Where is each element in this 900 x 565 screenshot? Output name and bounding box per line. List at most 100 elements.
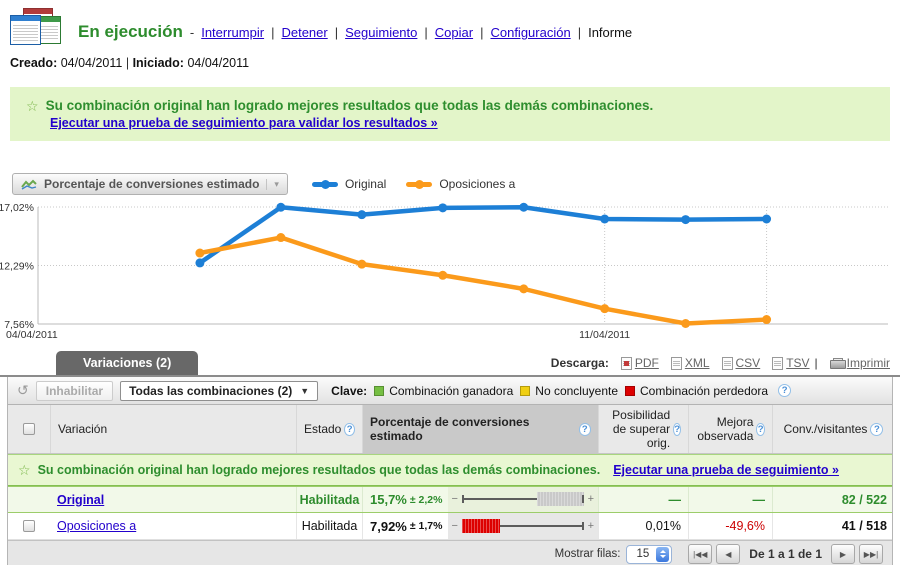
help-icon[interactable]: ? <box>673 422 681 436</box>
svg-text:17,02%: 17,02% <box>0 202 34 214</box>
tab-bar: Variaciones (2) Descarga: PDF XML CSV TS… <box>0 351 900 377</box>
col-improvement: Mejora observada? <box>688 405 772 453</box>
improvement-value: — <box>752 492 766 507</box>
started-date: 04/04/2011 <box>187 56 250 70</box>
key-loser: Combinación perdedora <box>625 384 768 398</box>
legend-line-icon <box>406 179 433 189</box>
conversions-value: 82 / 522 <box>841 492 887 507</box>
chart-legend: Original Oposiciones a <box>311 177 515 191</box>
key-label: Clave: <box>331 383 368 398</box>
link-detener[interactable]: Detener <box>281 25 328 40</box>
combinations-dropdown[interactable]: Todas las combinaciones (2) ▼ <box>120 380 319 401</box>
svg-text:11/04/2011: 11/04/2011 <box>579 329 630 341</box>
pdf-icon <box>620 356 632 370</box>
key-inconclusive: No concluyente <box>520 384 618 398</box>
status-badge: Habilitada <box>301 519 358 533</box>
link-configuracion[interactable]: Configuración <box>490 25 571 40</box>
first-page-button[interactable]: |◀◀ <box>688 544 713 564</box>
dash: - <box>189 25 195 40</box>
page-title: En ejecución <box>78 22 183 41</box>
chevron-down-icon: ▾ <box>266 178 279 190</box>
download-label: Descarga: <box>550 356 609 370</box>
link-copiar[interactable]: Copiar <box>434 25 474 40</box>
created-row: Creado: 04/04/2011 | Iniciado: 04/04/201… <box>10 56 250 70</box>
star-icon: ☆ <box>26 98 39 114</box>
tab-variaciones[interactable]: Variaciones (2) <box>56 351 199 375</box>
legend-label: Original <box>344 177 387 191</box>
print-link[interactable]: Imprimir <box>829 356 890 370</box>
rate-cell: 15,7% ± 2,2% − + <box>362 487 598 512</box>
rows-per-page-select[interactable]: 15 <box>626 544 673 564</box>
legend-line-icon <box>311 179 338 189</box>
link-seguimiento[interactable]: Seguimiento <box>345 25 418 40</box>
help-icon[interactable]: ? <box>344 422 355 436</box>
confidence-bar: − + <box>447 513 598 539</box>
link-interrumpir[interactable]: Interrumpir <box>201 25 265 40</box>
help-icon[interactable]: ? <box>870 422 884 436</box>
help-icon[interactable]: ? <box>578 422 591 436</box>
follow-up-test-link[interactable]: Ejecutar una prueba de seguimiento para … <box>50 116 438 130</box>
svg-text:04/04/2011: 04/04/2011 <box>6 329 58 341</box>
app-logo-icon <box>10 8 62 50</box>
current-page-label: Informe <box>588 25 633 40</box>
printer-icon <box>829 357 846 369</box>
disable-icon: ↺ <box>17 382 29 398</box>
confidence-interval-box <box>537 492 584 506</box>
table-footer: Mostrar filas: 15 |◀◀ ◀ De 1 a 1 de 1 ▶ … <box>8 540 892 565</box>
notice-message: Su combinación original han logrado mejo… <box>45 98 654 113</box>
table-row-oposiciones: Oposiciones a Habilitada 7,92% ± 1,7% − … <box>8 513 892 540</box>
confidence-interval-box <box>461 518 500 533</box>
variation-link-original[interactable]: Original <box>57 492 105 507</box>
metric-dropdown-label: Porcentaje de conversiones estimado <box>44 177 260 191</box>
table-row-original: Original Habilitada 15,7% ± 2,2% − + — —… <box>8 486 892 513</box>
chance-value: 0,01% <box>645 519 681 533</box>
improvement-value: -49,6% <box>725 519 765 533</box>
confidence-bar: − + <box>447 487 598 512</box>
zoom-in-icon[interactable]: + <box>587 493 594 505</box>
zoom-out-icon[interactable]: − <box>451 519 458 532</box>
help-icon[interactable]: ? <box>756 422 765 436</box>
star-icon: ☆ <box>18 462 31 478</box>
xml-icon <box>670 356 682 370</box>
page-range-text: De 1 a 1 de 1 <box>749 547 822 561</box>
variations-table: ↺ Inhabilitar Todas las combinaciones (2… <box>7 377 893 565</box>
metric-dropdown[interactable]: Porcentaje de conversiones estimado ▾ <box>12 173 288 195</box>
zoom-out-icon[interactable]: − <box>451 493 458 505</box>
download-pdf-link[interactable]: PDF <box>620 356 659 370</box>
csv-icon <box>721 356 733 370</box>
table-toolbar: ↺ Inhabilitar Todas las combinaciones (2… <box>8 377 892 405</box>
rate-margin: ± 1,7% <box>409 520 443 532</box>
run-follow-up-link[interactable]: Ejecutar una prueba de seguimiento » <box>613 463 839 477</box>
status-badge: Habilitada <box>299 492 360 507</box>
chart-metric-icon <box>21 179 37 190</box>
row-checkbox[interactable] <box>23 520 35 532</box>
download-csv-link[interactable]: CSV <box>721 356 760 370</box>
download-xml-link[interactable]: XML <box>670 356 710 370</box>
select-all-checkbox[interactable] <box>23 423 35 435</box>
col-chance: Posibilidad de superar orig.? <box>598 405 688 453</box>
next-page-button[interactable]: ▶ <box>831 544 855 564</box>
download-tsv-link[interactable]: TSV <box>772 356 810 370</box>
help-icon[interactable]: ? <box>778 384 792 397</box>
variation-link-oposiciones[interactable]: Oposiciones a <box>57 519 137 533</box>
legend-item[interactable]: Oposiciones a <box>406 177 515 191</box>
stepper-icon <box>656 546 670 562</box>
header: En ejecución - Interrumpir | Detener | S… <box>0 0 900 50</box>
svg-text:7,56%: 7,56% <box>4 319 34 331</box>
table-header-row: Variación Estado? Porcentaje de conversi… <box>8 405 892 454</box>
table-message-row: ☆ Su combinación original han logrado me… <box>8 454 892 486</box>
loser-swatch-icon <box>625 385 635 396</box>
svg-text:12,29%: 12,29% <box>0 261 34 273</box>
chance-value: — <box>668 492 682 507</box>
rate-value: 15,7% <box>370 492 407 507</box>
prev-page-button[interactable]: ◀ <box>716 544 741 564</box>
col-status: Estado? <box>296 405 362 453</box>
chevron-down-icon: ▼ <box>300 385 310 396</box>
col-rate: Porcentaje de conversiones estimado? <box>362 405 598 453</box>
zoom-in-icon[interactable]: + <box>587 519 594 532</box>
winner-swatch-icon <box>374 385 385 396</box>
last-page-button[interactable]: ▶▶| <box>859 544 883 564</box>
legend-item[interactable]: Original <box>311 177 387 191</box>
disable-button[interactable]: Inhabilitar <box>35 380 114 401</box>
